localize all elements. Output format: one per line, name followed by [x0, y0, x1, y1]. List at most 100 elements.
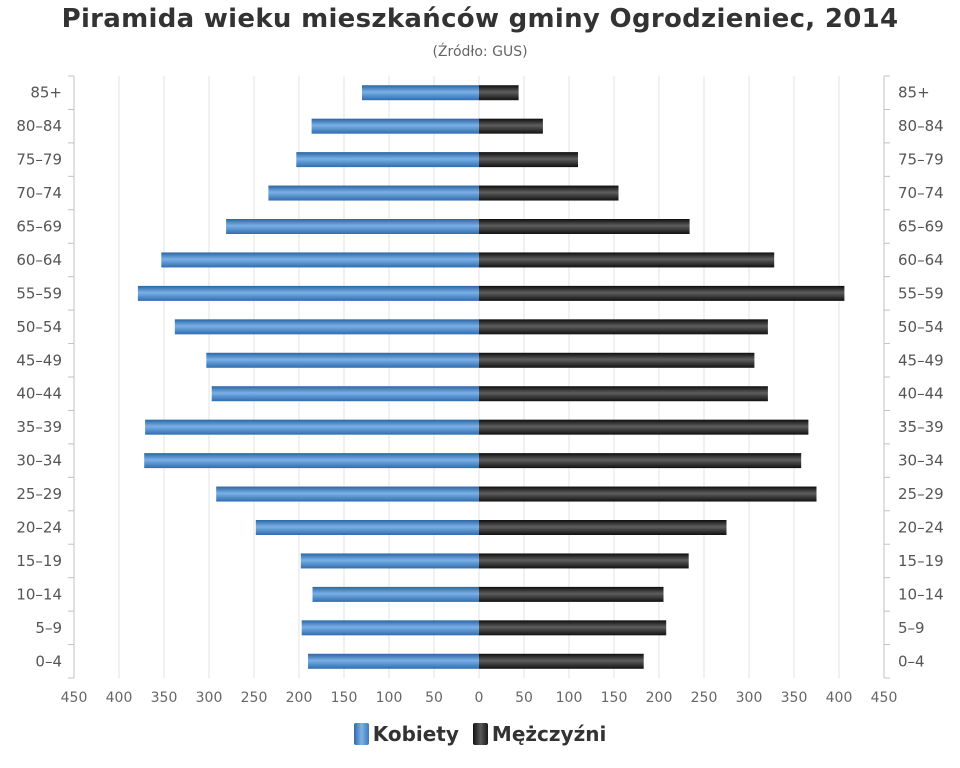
category-label-left: 65–69 [16, 218, 62, 236]
bar-kobiety [211, 386, 479, 402]
bar-mezczyzni [479, 520, 727, 535]
category-label-right: 60–64 [898, 251, 944, 269]
x-tick-label: 0 [475, 690, 484, 706]
x-tick-label: 200 [286, 690, 313, 706]
category-label-right: 30–34 [898, 452, 944, 470]
x-tick-label: 200 [646, 690, 673, 706]
legend-label-mezczyzni: Mężczyźni [491, 722, 607, 746]
bar-mezczyzni [479, 653, 644, 669]
bars [137, 85, 845, 669]
legend-label-kobiety: Kobiety [372, 722, 459, 746]
bar-kobiety [145, 419, 479, 435]
category-label-right: 10–14 [898, 585, 944, 603]
category-label-right: 35–39 [898, 418, 944, 436]
legend-item-mezczyzni[interactable]: Mężczyźni [472, 722, 607, 746]
bar-kobiety [296, 152, 479, 168]
axes [68, 75, 890, 679]
category-label-left: 60–64 [16, 251, 62, 269]
x-tick-label: 300 [196, 690, 223, 706]
x-tick-label: 150 [331, 690, 358, 706]
category-label-right: 70–74 [898, 184, 944, 202]
category-label-left: 5–9 [35, 619, 62, 637]
category-label-right: 40–44 [898, 385, 944, 403]
legend-swatch-mezczyzni [472, 723, 488, 745]
category-label-right: 15–19 [898, 552, 944, 570]
category-label-left: 70–74 [16, 184, 62, 202]
legend-swatch-kobiety [353, 723, 369, 745]
x-tick-label: 250 [241, 690, 268, 706]
bar-mezczyzni [479, 586, 664, 602]
legend: Kobiety Mężczyźni [0, 722, 960, 746]
category-label-left: 45–49 [16, 351, 62, 369]
x-tick-label: 100 [376, 690, 403, 706]
bar-mezczyzni [479, 252, 775, 268]
x-tick-label: 400 [826, 690, 853, 706]
bar-kobiety [300, 553, 479, 569]
bar-kobiety [206, 352, 480, 368]
category-label-right: 0–4 [898, 652, 925, 670]
bar-mezczyzni [479, 319, 768, 335]
category-label-right: 75–79 [898, 151, 944, 169]
bar-kobiety [311, 118, 479, 134]
x-tick-label: 300 [736, 690, 763, 706]
category-label-left: 15–19 [16, 552, 62, 570]
category-label-right: 25–29 [898, 485, 944, 503]
axis-labels: 450 400 350 300 250 200 150 100 50 0 50 100 150 200 25… [16, 84, 943, 706]
legend-item-kobiety[interactable]: Kobiety [353, 722, 459, 746]
bar-mezczyzni [479, 386, 768, 402]
category-label-left: 55–59 [16, 284, 62, 302]
category-label-right: 5–9 [898, 619, 925, 637]
bar-kobiety [308, 653, 479, 669]
category-label-left: 0–4 [35, 652, 62, 670]
x-tick-label: 250 [691, 690, 718, 706]
bar-kobiety [226, 219, 479, 234]
bar-kobiety [268, 185, 479, 201]
x-tick-label: 450 [61, 690, 88, 706]
category-label-left: 85+ [30, 84, 62, 102]
category-label-left: 30–34 [16, 452, 62, 470]
category-label-left: 35–39 [16, 418, 62, 436]
category-label-right: 50–54 [898, 318, 944, 336]
x-tick-label: 50 [515, 690, 533, 706]
bar-kobiety [362, 85, 479, 101]
bar-kobiety [216, 486, 479, 502]
chart-title: Piramida wieku mieszkańców gminy Ogrodzi… [61, 4, 899, 34]
bar-mezczyzni [479, 185, 619, 201]
bar-mezczyzni [479, 419, 809, 435]
category-label-right: 80–84 [898, 117, 944, 135]
bar-kobiety [255, 520, 479, 535]
bar-kobiety [301, 620, 479, 636]
x-tick-label: 150 [601, 690, 628, 706]
category-label-right: 85+ [898, 84, 930, 102]
bar-mezczyzni [479, 219, 690, 234]
category-label-left: 20–24 [16, 519, 62, 537]
x-tick-label: 100 [556, 690, 583, 706]
bar-mezczyzni [479, 118, 543, 134]
chart-subtitle: (Źródło: GUS) [432, 44, 528, 60]
x-tick-label: 50 [425, 690, 443, 706]
x-tick-label: 350 [781, 690, 808, 706]
bar-kobiety [161, 252, 480, 268]
category-label-left: 50–54 [16, 318, 62, 336]
category-label-right: 65–69 [898, 218, 944, 236]
x-tick-label: 450 [871, 690, 898, 706]
bar-mezczyzni [479, 285, 845, 301]
bar-mezczyzni [479, 85, 519, 101]
x-tick-label: 350 [151, 690, 178, 706]
category-label-left: 10–14 [16, 585, 62, 603]
bar-mezczyzni [479, 453, 802, 469]
category-label-left: 75–79 [16, 151, 62, 169]
category-label-right: 20–24 [898, 519, 944, 537]
bar-mezczyzni [479, 620, 667, 636]
bar-mezczyzni [479, 152, 578, 168]
bar-kobiety [137, 285, 479, 301]
bar-mezczyzni [479, 553, 689, 569]
bar-kobiety [144, 453, 479, 469]
category-label-left: 40–44 [16, 385, 62, 403]
bar-kobiety [312, 586, 479, 602]
bar-kobiety [174, 319, 480, 335]
bar-mezczyzni [479, 352, 755, 368]
category-label-left: 25–29 [16, 485, 62, 503]
category-label-right: 45–49 [898, 351, 944, 369]
